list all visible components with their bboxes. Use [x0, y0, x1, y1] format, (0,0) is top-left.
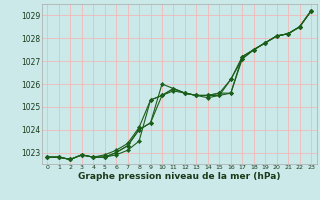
X-axis label: Graphe pression niveau de la mer (hPa): Graphe pression niveau de la mer (hPa) [78, 172, 280, 181]
